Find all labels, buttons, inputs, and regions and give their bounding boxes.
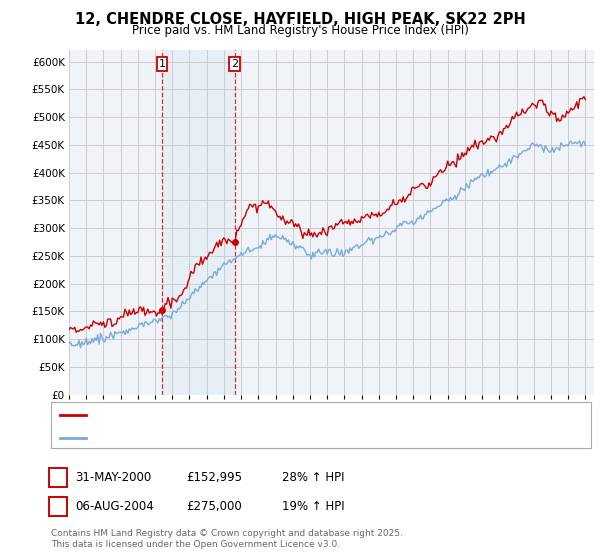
Text: £275,000: £275,000 [186,500,242,514]
Text: 2: 2 [55,500,62,514]
Text: 19% ↑ HPI: 19% ↑ HPI [282,500,344,514]
Text: 31-MAY-2000: 31-MAY-2000 [75,470,151,484]
Text: 2: 2 [231,59,238,69]
Text: Price paid vs. HM Land Registry's House Price Index (HPI): Price paid vs. HM Land Registry's House … [131,24,469,37]
Text: 1: 1 [159,59,166,69]
Text: £152,995: £152,995 [186,470,242,484]
Text: 1: 1 [55,470,62,484]
Text: 06-AUG-2004: 06-AUG-2004 [75,500,154,514]
Text: Contains HM Land Registry data © Crown copyright and database right 2025.
This d: Contains HM Land Registry data © Crown c… [51,529,403,549]
Text: 12, CHENDRE CLOSE, HAYFIELD, HIGH PEAK, SK22 2PH (detached house): 12, CHENDRE CLOSE, HAYFIELD, HIGH PEAK, … [90,410,470,420]
Text: 28% ↑ HPI: 28% ↑ HPI [282,470,344,484]
Text: HPI: Average price, detached house, High Peak: HPI: Average price, detached house, High… [90,433,335,443]
Bar [162,50,235,395]
Text: 12, CHENDRE CLOSE, HAYFIELD, HIGH PEAK, SK22 2PH: 12, CHENDRE CLOSE, HAYFIELD, HIGH PEAK, … [74,12,526,27]
